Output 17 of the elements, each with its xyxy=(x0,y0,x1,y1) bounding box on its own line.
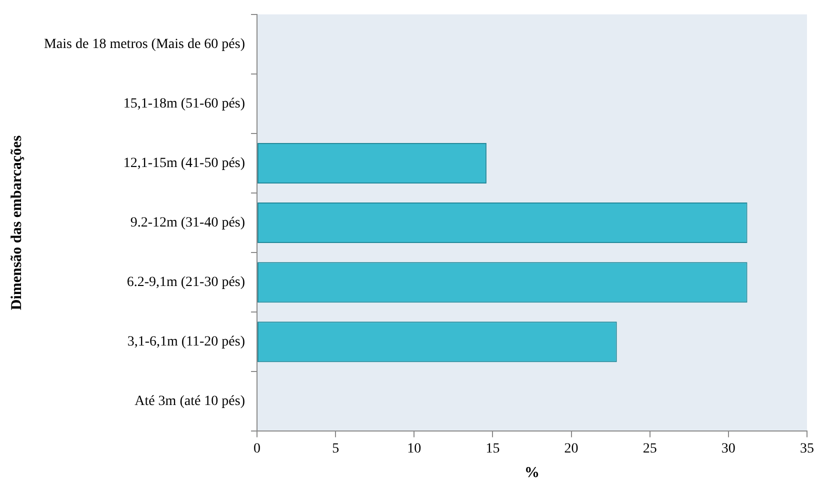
x-tick-label: 10 xyxy=(407,441,422,456)
y-tick-label: 15,1-18m (51-60 pés) xyxy=(123,96,246,112)
x-tick-label: 20 xyxy=(564,441,578,456)
y-tick-label: Mais de 18 metros (Mais de 60 pés) xyxy=(44,36,246,52)
x-tick-label: 15 xyxy=(486,441,500,456)
y-tick-label: Até 3m (até 10 pés) xyxy=(134,394,246,410)
y-tick-label: 6.2-9,1m (21-30 pés) xyxy=(126,275,246,290)
x-tick-label: 0 xyxy=(254,441,261,456)
y-axis-title: Dimensão das embarcações xyxy=(8,135,25,310)
x-tick-label: 30 xyxy=(721,441,736,456)
x-axis-title: % xyxy=(524,464,540,481)
x-tick-label: 25 xyxy=(642,441,657,456)
y-tick-label: 3,1-6,1m (11-20 pés) xyxy=(127,334,246,350)
x-tick-label: 35 xyxy=(800,441,814,456)
y-tick-label: 12,1-15m (41-50 pés) xyxy=(123,156,246,171)
x-tick-label: 5 xyxy=(332,441,340,456)
y-tick-label: 9.2-12m (31-40 pés) xyxy=(130,215,246,230)
